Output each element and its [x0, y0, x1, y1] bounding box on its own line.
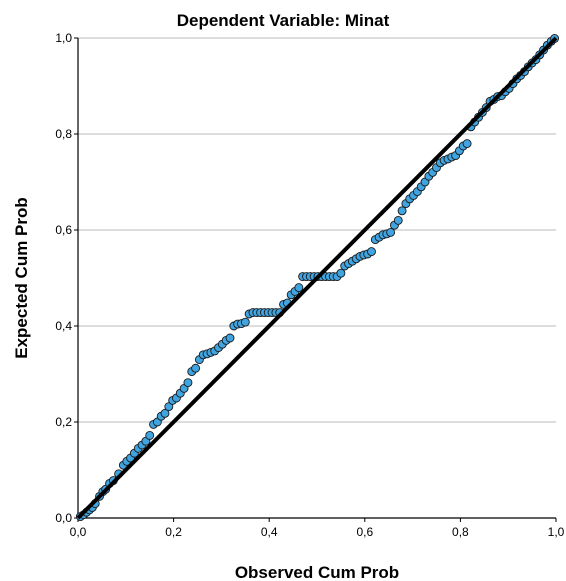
x-tick-labels: 0,0 0,2 0,4 0,6 0,8 1,0 [70, 518, 565, 539]
data-point [367, 247, 376, 257]
data-point [386, 227, 396, 237]
x-tick-label: 1,0 [548, 525, 565, 539]
data-point [294, 283, 304, 293]
y-tick-label: 0,2 [55, 415, 72, 429]
x-tick-label: 0,4 [261, 525, 278, 539]
x-tick-label: 0,2 [165, 525, 182, 539]
data-point [240, 317, 250, 327]
gridlines [78, 37, 556, 423]
chart-title: Dependent Variable: Minat [177, 11, 390, 30]
reference-line [76, 36, 558, 520]
x-tick-label: 0,6 [356, 525, 373, 539]
y-axis-label: Expected Cum Prob [12, 197, 31, 359]
y-tick-label: 0,0 [55, 511, 72, 525]
data-point [225, 333, 235, 343]
y-tick-label: 0,8 [55, 127, 72, 141]
data-point [462, 139, 472, 149]
x-tick-label: 0,8 [452, 525, 469, 539]
data-point [160, 408, 170, 418]
y-tick-labels: 0,0 0,2 0,4 0,6 0,8 1,0 [55, 31, 78, 525]
data-point [336, 268, 346, 278]
x-axis-label: Observed Cum Prob [235, 563, 399, 581]
data-point [397, 206, 407, 216]
y-tick-label: 0,6 [55, 223, 72, 237]
y-tick-label: 1,0 [55, 31, 72, 45]
data-point [393, 215, 403, 225]
axes [77, 38, 556, 519]
x-tick-label: 0,0 [70, 525, 87, 539]
data-point [183, 378, 193, 388]
data-point [145, 430, 155, 440]
data-point [191, 363, 201, 373]
y-tick-label: 0,4 [55, 319, 72, 333]
